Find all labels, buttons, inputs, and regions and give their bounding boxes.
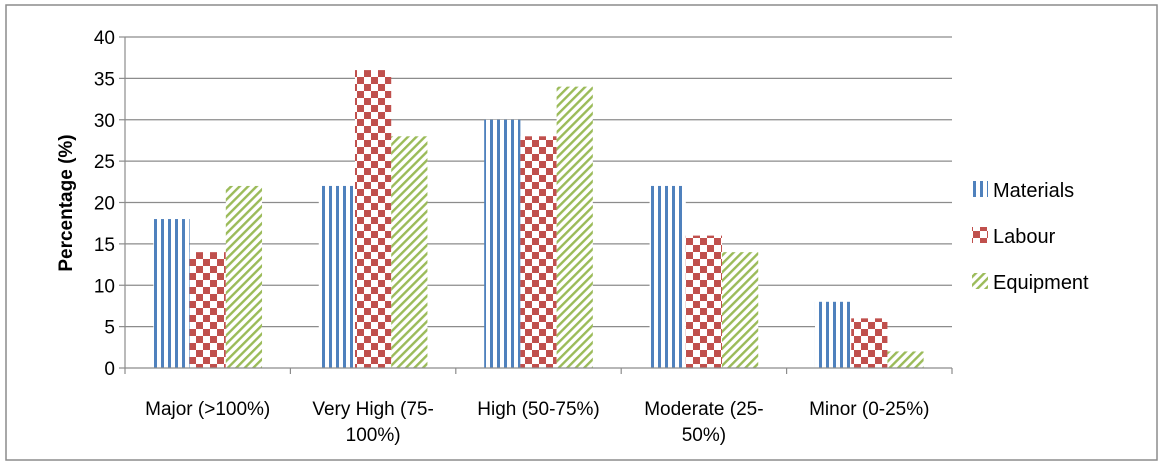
bar-labour-3	[520, 136, 557, 368]
y-tick-label: 20	[94, 194, 115, 215]
legend-swatch-materials	[972, 181, 988, 197]
y-tick-label: 25	[94, 152, 115, 173]
x-category-label: 50%)	[682, 425, 726, 446]
x-category-label: High (50-75%)	[477, 399, 600, 420]
bar-labour-1	[189, 252, 226, 368]
labels: 0 5 10 15 20 25 30 35 40 Major (>100%) Very High (…	[94, 28, 930, 446]
x-category-label: Very High (75-	[312, 399, 433, 420]
legend-label-materials: Materials	[993, 180, 1074, 202]
bar-materials-4	[649, 185, 686, 368]
y-tick-label: 15	[94, 235, 115, 256]
axes	[119, 36, 953, 374]
x-category-label: Minor (0-25%)	[809, 399, 929, 420]
bar-equipment-4	[722, 252, 759, 368]
bar-materials-5	[814, 301, 852, 368]
y-tick-label: 10	[94, 276, 115, 297]
legend-label-equipment: Equipment	[993, 272, 1089, 294]
y-tick-label: 30	[94, 111, 115, 132]
legend-swatch-equipment	[972, 273, 988, 289]
legend: Materials Labour Equipment	[972, 180, 1089, 294]
x-category-label: Major (>100%)	[145, 399, 270, 420]
bar-equipment-3	[556, 86, 593, 369]
y-tick-label: 5	[104, 318, 115, 339]
bar-materials-1	[153, 219, 190, 368]
bar-equipment-2	[391, 136, 428, 368]
bar-equipment-5	[887, 351, 924, 368]
bars	[153, 70, 924, 369]
x-category-label: Moderate (25-	[644, 399, 763, 420]
y-tick-label: 0	[104, 359, 115, 380]
bar-labour-2	[354, 70, 392, 368]
bar-materials-2	[318, 185, 355, 368]
y-tick-label: 35	[94, 69, 115, 90]
bar-labour-5	[851, 318, 888, 368]
bar-equipment-1	[225, 185, 263, 368]
legend-label-labour: Labour	[993, 226, 1056, 248]
x-category-label: 100%)	[346, 425, 401, 446]
bar-labour-4	[685, 235, 723, 368]
legend-swatch-labour	[972, 227, 988, 243]
y-axis-title: Percentage (%)	[56, 134, 77, 271]
bar-materials-3	[484, 119, 521, 368]
y-tick-label: 40	[94, 28, 115, 49]
